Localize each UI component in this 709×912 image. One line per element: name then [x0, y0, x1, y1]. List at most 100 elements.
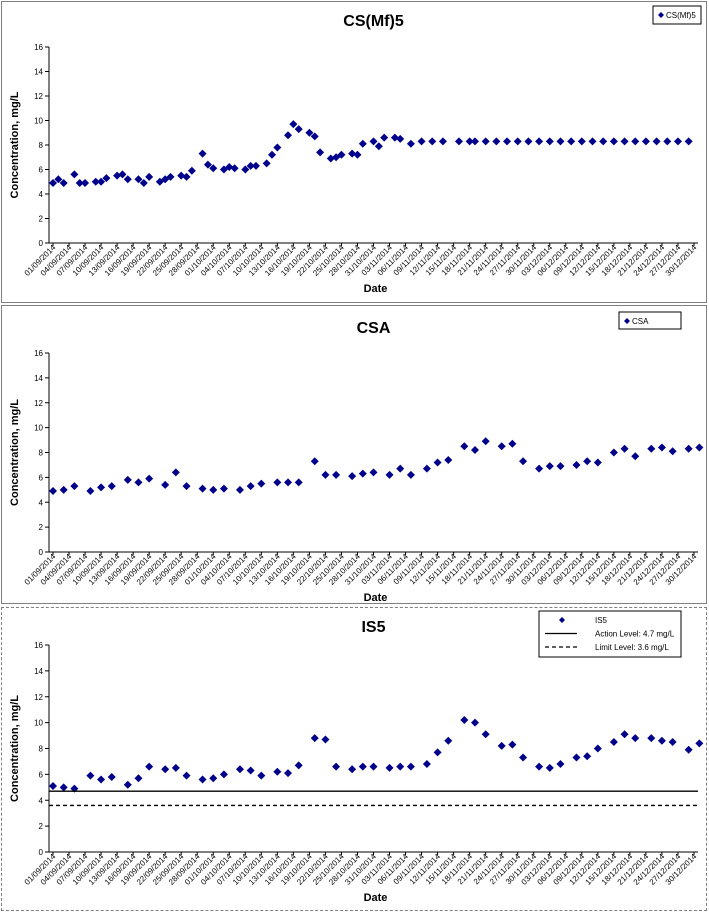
data-point [203, 160, 212, 169]
data-point [631, 452, 640, 461]
data-point [198, 149, 207, 158]
data-point [668, 738, 677, 747]
data-point [428, 137, 437, 146]
data-point [385, 763, 394, 772]
data-point [588, 137, 597, 146]
legend-label: Action Level: 4.7 mg/L [595, 630, 675, 639]
data-point [657, 443, 666, 452]
data-point [332, 470, 341, 479]
legend-marker [559, 617, 565, 623]
legend-label: Limit Level: 3.6 mg/L [595, 643, 669, 652]
legend: CS(Mf)5 [652, 5, 702, 25]
y-tick-label: 0 [39, 239, 44, 248]
data-point [187, 166, 196, 175]
data-point [353, 150, 362, 159]
data-point [257, 479, 266, 488]
data-point [422, 760, 431, 769]
data-point [289, 120, 298, 129]
data-point [326, 154, 335, 163]
y-tick-label: 10 [34, 424, 43, 433]
data-point [454, 137, 463, 146]
chart-title: CSA [357, 320, 391, 337]
data-point [593, 458, 602, 467]
legend-box [618, 311, 682, 330]
data-point [198, 775, 207, 784]
data-point [86, 487, 95, 496]
y-tick-label: 2 [39, 523, 44, 532]
data-point [161, 480, 170, 489]
y-tick-label: 16 [34, 43, 43, 52]
data-point [567, 137, 576, 146]
data-point [460, 442, 469, 451]
data-point [609, 738, 618, 747]
data-point [513, 137, 522, 146]
data-point [369, 762, 378, 771]
y-tick-label: 14 [34, 667, 43, 676]
data-point [668, 447, 677, 456]
data-point [369, 468, 378, 477]
data-point [310, 132, 319, 141]
y-axis-label: Concentration, mg/L [9, 91, 21, 198]
data-point [337, 150, 346, 159]
data-point [97, 177, 106, 186]
data-point [134, 774, 143, 783]
data-point [620, 444, 629, 453]
y-tick-label: 8 [39, 141, 44, 150]
legend: IS5 Action Level: 4.7 mg/L Limit Level: 3.… [538, 610, 682, 658]
y-tick-label: 12 [34, 399, 43, 408]
data-point [332, 762, 341, 771]
data-point [433, 748, 442, 757]
data-point [481, 730, 490, 739]
data-point [134, 175, 143, 184]
data-point [396, 134, 405, 143]
y-tick-label: 0 [39, 548, 44, 557]
y-tick-label: 14 [34, 68, 43, 77]
data-point [572, 460, 581, 469]
y-tick-label: 16 [34, 641, 43, 650]
data-point [465, 137, 474, 146]
data-point [438, 137, 447, 146]
data-point [161, 765, 170, 774]
data-point [305, 128, 314, 137]
data-point [470, 718, 479, 727]
y-tick-label: 14 [34, 374, 43, 383]
data-point [348, 149, 357, 158]
data-point [348, 765, 357, 774]
legend-label: IS5 [595, 616, 608, 625]
data-point [70, 170, 79, 179]
data-point [695, 739, 704, 748]
data-point [684, 444, 693, 453]
data-point [556, 137, 565, 146]
data-point [235, 765, 244, 774]
data-point [444, 736, 453, 745]
data-point [198, 484, 207, 493]
data-point [145, 474, 154, 483]
x-axis-label: Date [364, 283, 388, 295]
data-point [257, 771, 266, 780]
data-point [358, 139, 367, 148]
data-point [182, 771, 191, 780]
data-point [54, 175, 63, 184]
data-point [294, 478, 303, 487]
data-point [695, 443, 704, 452]
data-point [492, 137, 501, 146]
data-point [123, 175, 132, 184]
data-point [70, 482, 79, 491]
data-point [524, 137, 533, 146]
y-tick-label: 4 [39, 796, 44, 805]
legend-box [652, 5, 702, 25]
y-axis-label: Concentration, mg/L [9, 399, 21, 506]
legend-marker [658, 12, 664, 18]
data-point [663, 137, 672, 146]
data-point [535, 762, 544, 771]
data-point [91, 177, 100, 186]
data-point [251, 161, 260, 170]
data-point [444, 455, 453, 464]
data-point [673, 137, 682, 146]
data-point [583, 457, 592, 466]
chart-title: CS(Mf)5 [343, 13, 404, 30]
data-point [593, 744, 602, 753]
data-point [396, 464, 405, 473]
